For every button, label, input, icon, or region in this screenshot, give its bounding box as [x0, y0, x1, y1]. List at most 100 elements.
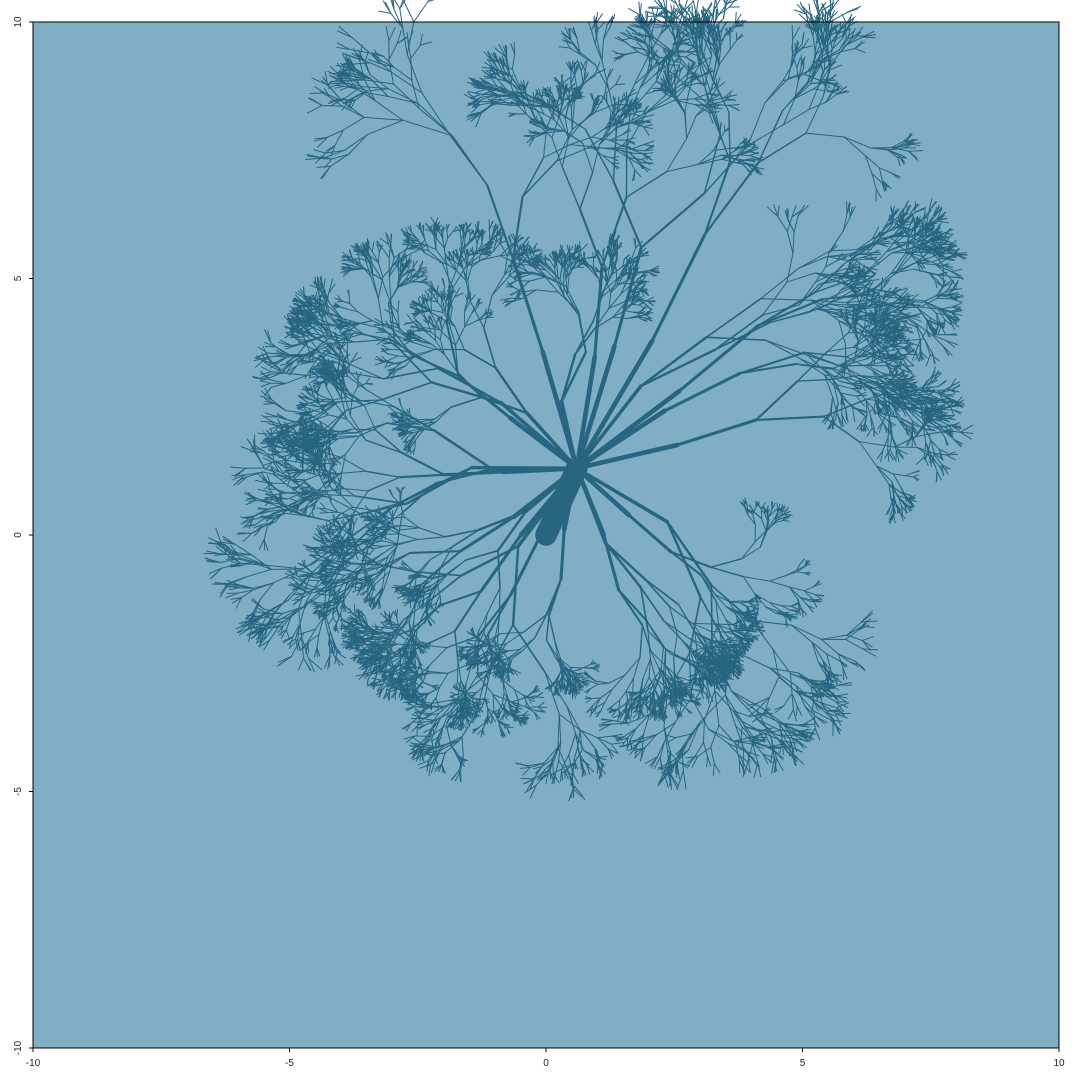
tree-branch: [889, 216, 899, 225]
tree-branch: [481, 69, 492, 78]
tree-branch: [346, 418, 367, 441]
tree-branch: [302, 482, 310, 486]
tree-branch: [289, 464, 302, 472]
tree-branch: [556, 147, 588, 162]
tree-branch: [304, 470, 318, 477]
tree-branch: [932, 452, 943, 466]
tree-branch: [939, 237, 947, 246]
tree-branch: [345, 99, 356, 104]
tree-branch: [904, 246, 922, 255]
tree-branch: [830, 23, 841, 31]
tree-branch: [612, 179, 643, 249]
tree-branch: [948, 418, 957, 421]
tree-branch: [855, 311, 862, 317]
tree-branch: [446, 229, 449, 239]
tree-branch: [685, 56, 696, 64]
tree-branch: [601, 60, 610, 90]
tree-branch: [359, 44, 363, 61]
tree-branch: [611, 50, 624, 56]
tree-branch: [890, 262, 916, 275]
tree-branch: [358, 84, 376, 102]
tree-branch: [913, 268, 930, 274]
tree-branch: [923, 451, 929, 461]
tree-branch: [920, 389, 939, 392]
tree-branch: [829, 31, 841, 44]
tree-branch: [490, 53, 500, 63]
tree-branch: [925, 215, 934, 228]
tree-branch: [683, 0, 688, 12]
fractal-tree-series: [203, 0, 974, 802]
tree-branch: [951, 312, 963, 317]
tree-branch: [887, 149, 900, 157]
tree-branch: [456, 660, 459, 683]
tree-branch: [594, 64, 610, 90]
tree-branch: [822, 31, 837, 40]
tree-branch: [645, 10, 660, 17]
tree-branch: [624, 51, 639, 55]
tree-branch: [896, 504, 902, 512]
tree-branch: [828, 90, 841, 95]
tree-branch: [959, 431, 972, 440]
tree-branch: [501, 89, 525, 94]
tree-branch: [927, 439, 932, 453]
tree-branch: [826, 18, 832, 34]
tree-branch: [643, 149, 654, 152]
tree-branch: [944, 247, 954, 252]
tree-branch: [574, 338, 655, 471]
tree-branch: [901, 506, 904, 517]
tree-branch: [506, 726, 514, 729]
tree-branch: [630, 143, 645, 150]
tree-branch: [569, 27, 571, 40]
tree-branch: [692, 0, 697, 15]
tree-branch: [899, 219, 909, 223]
tree-branch: [716, 41, 721, 59]
tree-branch: [831, 0, 840, 9]
tree-branch: [521, 157, 545, 198]
tree-branch: [814, 17, 821, 25]
tree-branch: [932, 207, 938, 217]
tree-branch: [934, 452, 944, 461]
tree-branch: [353, 654, 360, 656]
tree-branch: [323, 87, 331, 98]
tree-branch: [808, 101, 827, 110]
tree-branch: [321, 104, 343, 107]
tree-branch: [902, 227, 910, 231]
tree-branch: [660, 2, 667, 15]
tree-branch: [615, 52, 626, 55]
tree-branch: [321, 165, 331, 179]
tree-branch: [335, 65, 350, 68]
tree-branch: [736, 33, 743, 41]
tree-branch: [941, 464, 949, 475]
tree-branch: [937, 419, 949, 426]
tree-branch: [708, 17, 725, 36]
tree-branch: [923, 219, 928, 230]
tree-branch: [353, 490, 369, 513]
tree-branch: [316, 165, 331, 168]
tree-branch: [942, 283, 951, 288]
tree-branch: [936, 288, 949, 299]
tree-branch: [650, 233, 707, 343]
tree-branch: [310, 498, 315, 503]
tree-branch: [339, 71, 349, 79]
tree-branch: [925, 229, 933, 238]
tree-branch: [712, 79, 730, 113]
tree-branch: [511, 257, 545, 354]
tree-branch: [847, 314, 849, 323]
tree-branch: [396, 37, 408, 45]
tree-branch: [564, 92, 575, 100]
tree-branch: [614, 83, 626, 86]
tree-branch: [871, 173, 877, 190]
tree-branch: [937, 322, 945, 328]
tree-branch: [488, 229, 491, 243]
tree-branch: [293, 470, 302, 476]
tree-branch: [289, 467, 302, 472]
tree-branch: [565, 39, 571, 49]
tree-branch: [474, 98, 483, 108]
tree-branch: [937, 425, 952, 428]
tree-branch: [678, 34, 687, 43]
tree-branch: [406, 53, 423, 94]
tree-branch: [498, 43, 506, 58]
tree-branch: [734, 24, 744, 28]
tree-branch: [821, 49, 840, 61]
tree-branch: [280, 477, 291, 480]
